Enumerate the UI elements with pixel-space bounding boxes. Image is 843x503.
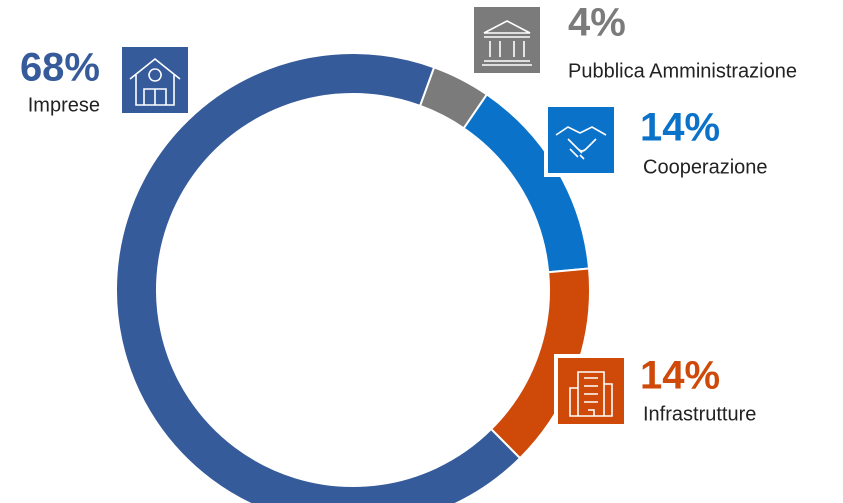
- icon: [569, 371, 613, 417]
- icon-box: [554, 354, 628, 428]
- icon-boxes: [118, 3, 628, 428]
- icon: [482, 20, 532, 66]
- percent-label: 68%: [20, 46, 100, 90]
- icon: [555, 126, 607, 160]
- donut: [115, 52, 591, 503]
- category-label: Imprese: [28, 94, 100, 116]
- icon-box: [544, 103, 618, 177]
- percent-label: 14%: [640, 106, 720, 150]
- icon: [129, 57, 181, 106]
- donut-segment: [115, 52, 522, 503]
- percent-label: 4%: [568, 1, 626, 45]
- category-label: Infrastrutture: [643, 403, 756, 425]
- labels: 4% Pubblica Amministrazione 14% Cooperazion…: [20, 1, 797, 426]
- icon-box: [470, 3, 544, 77]
- category-label: Pubblica Amministrazione: [568, 60, 797, 82]
- percent-label: 14%: [640, 354, 720, 398]
- category-label: Cooperazione: [643, 156, 768, 178]
